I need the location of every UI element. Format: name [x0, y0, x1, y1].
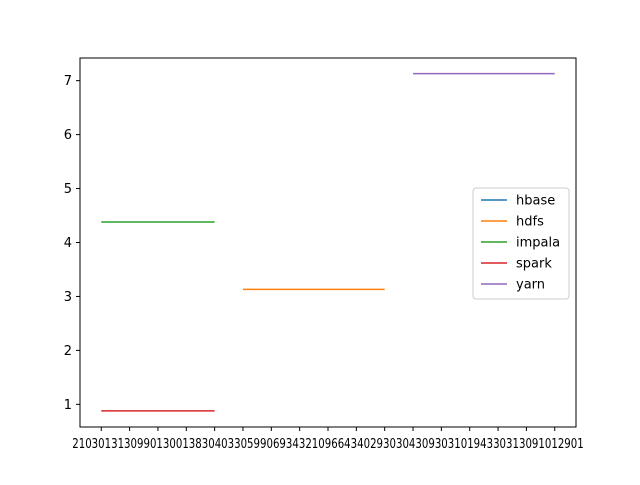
legend-label-spark: spark — [516, 257, 552, 272]
y-tick-label: 4 — [64, 236, 72, 251]
y-tick-label: 3 — [64, 290, 72, 305]
y-tick-label: 6 — [64, 128, 72, 143]
legend-box — [472, 187, 570, 300]
x-axis: 2103013130990130013830403305990693432109… — [72, 427, 584, 452]
legend-label-yarn: yarn — [516, 278, 545, 293]
y-axis: 1 2 3 4 5 6 7 — [64, 74, 80, 413]
y-tick-label: 5 — [64, 182, 72, 197]
legend: hbase hdfs impala spark yarn — [472, 187, 570, 300]
legend-label-impala: impala — [516, 236, 560, 251]
x-tick-labels: 2103013130990130013830403305990693432109… — [72, 437, 583, 452]
y-tick-label: 1 — [64, 398, 72, 413]
legend-label-hbase: hbase — [516, 194, 555, 209]
series-layer — [101, 72, 555, 412]
y-tick-label: 2 — [64, 344, 72, 359]
y-tick-label: 7 — [64, 74, 72, 89]
legend-label-hdfs: hdfs — [516, 215, 544, 230]
